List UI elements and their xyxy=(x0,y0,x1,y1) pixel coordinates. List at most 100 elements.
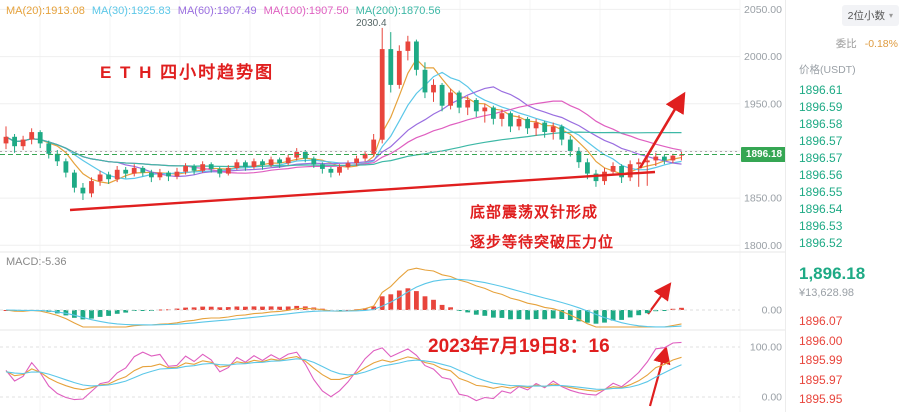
osc-upper-label: 100.00 xyxy=(750,342,782,354)
macd-histogram-bar xyxy=(379,296,385,310)
macd-histogram-bar xyxy=(602,310,607,323)
candle xyxy=(499,113,505,119)
ma-label: MA(30):1925.83 xyxy=(91,5,171,17)
macd-histogram-bar xyxy=(140,310,146,311)
y-tick-label: 2050.00 xyxy=(744,4,782,16)
macd-histogram-bar xyxy=(268,306,274,310)
ask-price-row[interactable]: 1896.57 xyxy=(799,151,843,165)
macd-histogram-bar xyxy=(619,310,624,320)
candle xyxy=(627,164,633,178)
macd-histogram-bar xyxy=(439,304,445,310)
bid-list: 1896.07 1896.00 1895.99 1895.97 1895.95 xyxy=(786,312,903,410)
candle xyxy=(491,107,496,119)
candle xyxy=(636,162,642,165)
macd-histogram-bar xyxy=(585,310,590,323)
bid-price-row[interactable]: 1895.99 xyxy=(799,353,843,367)
candle xyxy=(54,153,60,162)
candle xyxy=(12,136,17,147)
last-trade-block[interactable]: 1,896.18 ¥13,628.98 xyxy=(799,264,865,299)
candle xyxy=(157,172,163,178)
bid-price-row[interactable]: 1895.95 xyxy=(799,392,843,406)
candle xyxy=(260,161,265,166)
ask-price-row[interactable]: 1896.53 xyxy=(799,219,843,233)
candle xyxy=(362,153,368,159)
macd-histogram-bar xyxy=(499,310,505,318)
ask-price-row[interactable]: 1896.52 xyxy=(799,236,843,250)
weibi-row: 委比 -0.18% xyxy=(836,36,898,51)
ask-price-row[interactable]: 1896.58 xyxy=(799,117,843,131)
last-price: 1,896.18 xyxy=(799,264,866,283)
macd-histogram-bar xyxy=(448,307,453,310)
macd-histogram-bar xyxy=(627,310,633,318)
macd-histogram-bar xyxy=(465,310,471,313)
macd-histogram-bar xyxy=(636,310,642,316)
last-price-cny: ¥13,628.98 xyxy=(799,287,855,299)
macd-histogram-bar xyxy=(371,306,377,310)
macd-histogram-bar xyxy=(482,310,488,316)
candle xyxy=(191,166,197,171)
macd-histogram-bar xyxy=(277,306,282,310)
candle xyxy=(140,167,146,173)
macd-histogram-bar xyxy=(542,310,548,320)
candle xyxy=(183,166,188,172)
chevron-down-icon: ▾ xyxy=(888,11,893,20)
candle xyxy=(508,113,513,127)
candle xyxy=(593,173,599,182)
candle xyxy=(414,41,419,70)
candlestick-chart[interactable]: 2050.002000.001950.001900.001850.001800.… xyxy=(0,0,785,412)
candle xyxy=(448,92,453,106)
candle xyxy=(679,154,684,156)
k-line xyxy=(5,356,682,392)
candle xyxy=(379,49,385,140)
ask-price-row[interactable]: 1896.59 xyxy=(799,100,843,114)
bid-price-row[interactable]: 1896.07 xyxy=(799,314,843,328)
candle xyxy=(89,181,94,194)
ma-line xyxy=(5,100,682,174)
decimals-dropdown[interactable]: 2位小数 ▾ xyxy=(841,5,899,26)
macd-histogram-bar xyxy=(260,306,265,310)
candle xyxy=(388,49,394,85)
candle xyxy=(277,159,282,164)
ask-price-row[interactable]: 1896.57 xyxy=(799,134,843,148)
candle xyxy=(585,162,590,174)
macd-histogram-bar xyxy=(491,310,496,318)
ma-label: MA(100):1907.50 xyxy=(263,5,349,17)
ask-price-row[interactable]: 1896.56 xyxy=(799,168,843,182)
macd-histogram-bar xyxy=(106,310,111,316)
macd-histogram-bar xyxy=(72,310,77,318)
support-trend-line xyxy=(69,170,656,212)
candle xyxy=(80,187,86,194)
ma-line xyxy=(5,131,682,168)
macd-histogram-bar xyxy=(97,310,103,317)
bid-price-row[interactable]: 1896.00 xyxy=(799,333,843,348)
ask-price-row[interactable]: 1896.54 xyxy=(799,202,843,216)
macd-arrow xyxy=(647,282,672,315)
candle xyxy=(37,132,43,144)
breakout-arrow xyxy=(638,91,686,169)
macd-histogram-bar xyxy=(123,310,129,313)
candle xyxy=(234,162,240,168)
candle xyxy=(525,118,530,129)
ma-label: MA(60):1907.49 xyxy=(177,5,257,17)
bid-price-row[interactable]: 1895.97 xyxy=(799,372,843,387)
price-column-header: 价格(USDT) xyxy=(799,64,856,76)
candle xyxy=(396,50,402,85)
candle xyxy=(320,164,325,169)
ask-price-row[interactable]: 1896.61 xyxy=(799,83,843,97)
candle xyxy=(371,139,377,154)
macd-histogram-bar xyxy=(243,306,248,310)
macd-histogram-bar xyxy=(294,305,300,310)
candle xyxy=(311,158,317,165)
order-book-panel: 2位小数 ▾ 委比 -0.18% 价格(USDT) 1896.61 1896.59… xyxy=(785,0,903,412)
macd-histogram-bar xyxy=(653,310,659,312)
candle xyxy=(559,126,565,140)
candle xyxy=(302,151,308,159)
ma-label: MA(200):1870.56 xyxy=(355,5,441,17)
candle xyxy=(225,167,231,174)
macd-histogram-bar xyxy=(89,310,94,319)
macd-histogram-bar xyxy=(200,306,206,310)
candle xyxy=(328,168,334,173)
macd-histogram-bar xyxy=(431,299,436,310)
ask-price-row[interactable]: 1896.55 xyxy=(799,185,843,199)
d-line xyxy=(5,358,682,390)
